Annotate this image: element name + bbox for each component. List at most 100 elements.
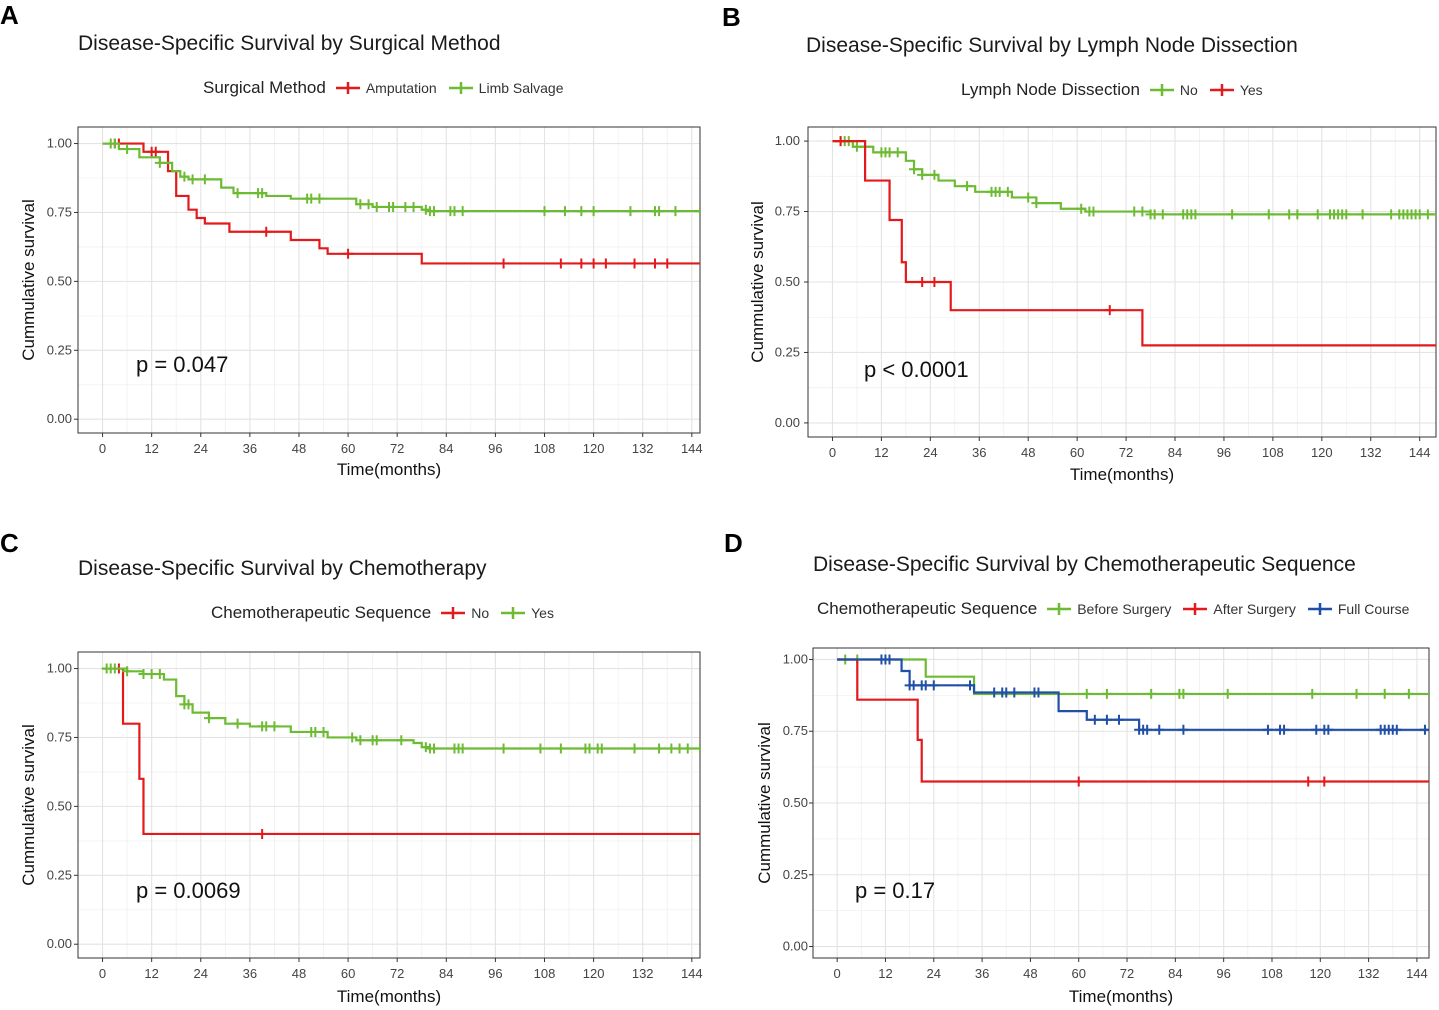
censor-mark	[457, 206, 468, 217]
x-tick-label: 12	[144, 966, 158, 981]
grid	[78, 652, 700, 958]
censor-mark	[1154, 724, 1165, 735]
censor-mark	[1279, 724, 1290, 735]
censor-mark	[306, 726, 317, 737]
x-tick-label: 12	[874, 445, 888, 460]
censor-mark	[1084, 206, 1095, 217]
grid	[808, 127, 1436, 437]
censor-mark	[257, 721, 268, 732]
legend-item: No	[441, 605, 489, 621]
censor-mark	[1081, 688, 1092, 699]
legend-title: Surgical Method	[203, 78, 326, 97]
legend-key-icon	[1183, 603, 1208, 615]
censor-mark	[1101, 714, 1112, 725]
censor-mark	[203, 713, 214, 724]
x-tick-label: 108	[534, 966, 556, 981]
censor-mark	[257, 828, 268, 839]
legend-item: Yes	[501, 605, 554, 621]
survival-line-full-course	[837, 658, 1429, 731]
censor-mark	[367, 735, 378, 746]
censor-mark	[1410, 209, 1421, 220]
legend-label: Limb Salvage	[478, 80, 564, 96]
censor-mark	[876, 147, 887, 158]
panel-letter: A	[0, 0, 19, 30]
censor-mark	[666, 743, 677, 754]
x-axis-label: Time(months)	[1069, 987, 1173, 1006]
censor-mark	[408, 201, 419, 212]
censor-mark	[187, 174, 198, 185]
censor-mark	[1414, 209, 1425, 220]
censor-mark	[1341, 209, 1352, 220]
censor-mark	[695, 206, 700, 217]
x-tick-label: 36	[243, 441, 257, 456]
censor-mark	[928, 680, 939, 691]
censor-mark	[592, 743, 603, 754]
x-tick-label: 108	[1261, 966, 1283, 981]
censor-mark	[884, 654, 895, 665]
y-axis-label: Cummulative survival	[19, 724, 38, 886]
survival-line-yes	[832, 139, 1436, 347]
censor-mark	[232, 188, 243, 199]
x-tick-label: 96	[1216, 966, 1230, 981]
censor-mark	[1174, 688, 1185, 699]
y-tick-label: 0.75	[47, 729, 72, 744]
censor-mark	[1337, 209, 1348, 220]
p-value-label: p < 0.0001	[864, 357, 969, 382]
y-tick-label: 0.50	[47, 798, 72, 813]
x-tick-label: 0	[99, 441, 106, 456]
y-tick-label: 1.00	[775, 133, 800, 148]
censor-mark	[1262, 724, 1273, 735]
censor-mark	[929, 277, 940, 287]
x-tick-label: 48	[1023, 966, 1037, 981]
chart-title: Disease-Specific Survival by Chemotherap…	[78, 557, 487, 580]
censor-mark	[113, 138, 124, 149]
censor-mark	[1089, 714, 1100, 725]
censor-mark	[1386, 209, 1397, 220]
x-tick-label: 144	[681, 966, 703, 981]
censor-mark	[445, 206, 456, 217]
censor-mark	[1292, 209, 1303, 220]
x-tick-label: 84	[1168, 966, 1182, 981]
censor-mark	[1009, 687, 1020, 698]
censor-mark	[1146, 688, 1157, 699]
censor-mark	[261, 721, 272, 732]
censor-mark	[986, 186, 997, 197]
censor-mark	[449, 206, 460, 217]
censor-mark	[105, 138, 116, 149]
censor-mark	[138, 669, 149, 680]
censor-mark	[576, 258, 587, 269]
y-tick-label: 0.50	[47, 273, 72, 288]
censor-mark	[682, 743, 693, 754]
y-tick-label: 0.25	[47, 342, 72, 357]
censor-mark	[1186, 209, 1197, 220]
censor-mark	[109, 138, 120, 149]
censor-mark	[122, 144, 133, 155]
censor-mark	[355, 199, 366, 210]
survival-line-yes	[102, 667, 700, 750]
censor-mark	[150, 146, 161, 157]
censor-mark	[1142, 724, 1153, 735]
censor-mark	[424, 743, 435, 754]
y-tick-label: 0.75	[775, 204, 800, 219]
y-tick-label: 0.50	[783, 795, 808, 810]
legend-label: Yes	[531, 605, 554, 621]
x-tick-label: 48	[292, 441, 306, 456]
censor-mark	[179, 171, 190, 182]
censor-mark	[994, 186, 1005, 197]
x-tick-label: 120	[1311, 445, 1333, 460]
x-tick-label: 0	[99, 966, 106, 981]
censor-mark	[498, 743, 509, 754]
x-tick-label: 60	[341, 441, 355, 456]
x-tick-label: 132	[1358, 966, 1380, 981]
censor-mark	[990, 186, 1001, 197]
censor-mark	[314, 193, 325, 204]
censor-mark	[146, 669, 157, 680]
survival-line-amputation	[102, 142, 700, 265]
censor-mark	[852, 654, 863, 665]
legend-item: Before Surgery	[1047, 601, 1171, 617]
x-tick-label: 132	[632, 966, 654, 981]
y-tick-label: 0.00	[783, 939, 808, 954]
legend-label: After Surgery	[1213, 601, 1296, 617]
censor-mark	[965, 680, 976, 691]
